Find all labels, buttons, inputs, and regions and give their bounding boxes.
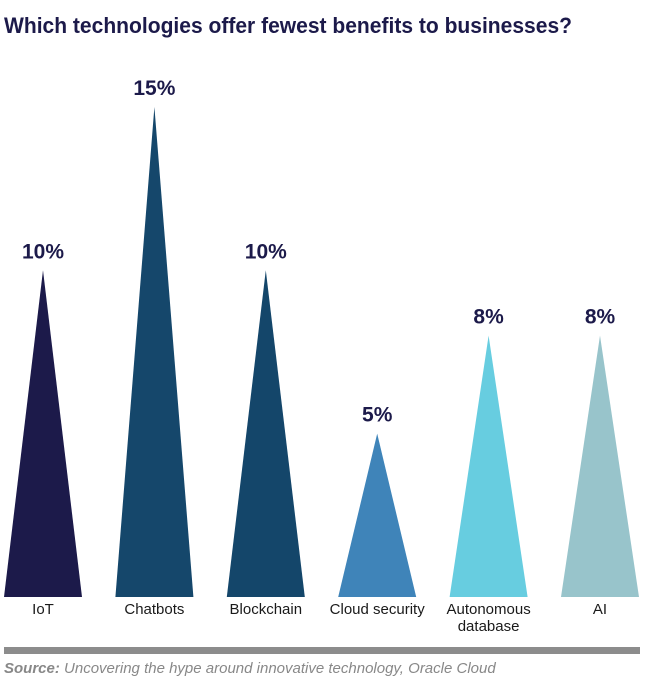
category-label: AI xyxy=(592,601,608,618)
bar xyxy=(449,335,528,597)
bar xyxy=(561,335,639,597)
bar xyxy=(226,270,305,597)
source: Source: Uncovering the hype around innov… xyxy=(4,660,496,677)
value-label: 10% xyxy=(22,240,64,263)
divider xyxy=(4,647,640,654)
value-label: 8% xyxy=(585,306,616,329)
value-label: 10% xyxy=(245,240,287,263)
value-label: 5% xyxy=(362,404,393,427)
chart-title: Which technologies offer fewest benefits… xyxy=(4,13,572,38)
category-label: Cloud security xyxy=(329,601,425,618)
bar xyxy=(115,106,194,597)
source-text: Uncovering the hype around innovative te… xyxy=(64,660,496,677)
value-label: 15% xyxy=(133,77,175,100)
category-label: Blockchain xyxy=(229,601,303,618)
source-label: Source: xyxy=(4,660,60,677)
bar xyxy=(4,270,82,597)
bar xyxy=(338,433,417,597)
category-label: Autonomous database xyxy=(446,601,531,635)
value-label: 8% xyxy=(473,306,504,329)
category-label: IoT xyxy=(32,601,54,618)
category-label: Chatbots xyxy=(124,601,185,618)
